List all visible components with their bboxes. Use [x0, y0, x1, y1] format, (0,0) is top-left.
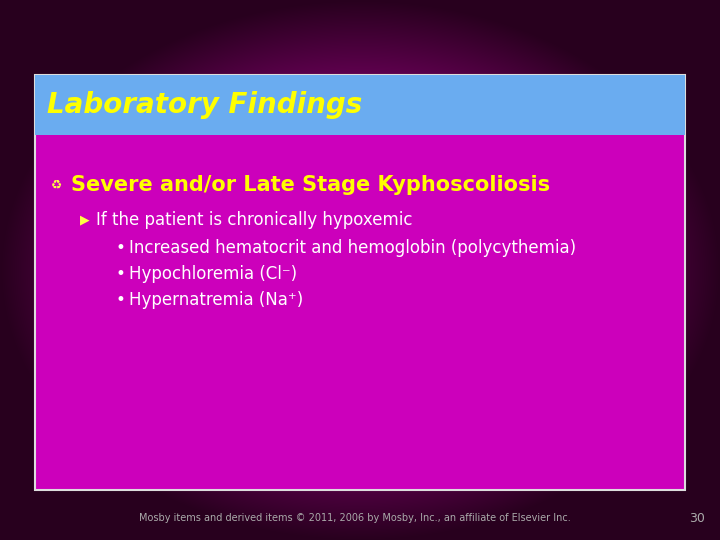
Text: ▶: ▶	[80, 213, 89, 226]
Text: Increased hematocrit and hemoglobin (polycythemia): Increased hematocrit and hemoglobin (pol…	[129, 239, 576, 257]
Text: •: •	[115, 291, 125, 309]
Text: If the patient is chronically hypoxemic: If the patient is chronically hypoxemic	[96, 211, 413, 229]
Text: 30: 30	[689, 511, 705, 524]
Text: Mosby items and derived items © 2011, 2006 by Mosby, Inc., an affiliate of Elsev: Mosby items and derived items © 2011, 20…	[139, 513, 571, 523]
Bar	[35, 75, 685, 135]
Text: Hypochloremia (Cl⁻): Hypochloremia (Cl⁻)	[129, 265, 297, 283]
Text: •: •	[115, 265, 125, 283]
Text: ♻: ♻	[51, 179, 62, 192]
Text: Laboratory Findings: Laboratory Findings	[47, 91, 362, 119]
Text: Severe and/or Late Stage Kyphoscoliosis: Severe and/or Late Stage Kyphoscoliosis	[71, 175, 550, 195]
Text: Hypernatremia (Na⁺): Hypernatremia (Na⁺)	[129, 291, 303, 309]
Text: •: •	[115, 239, 125, 257]
Bar	[35, 75, 685, 490]
